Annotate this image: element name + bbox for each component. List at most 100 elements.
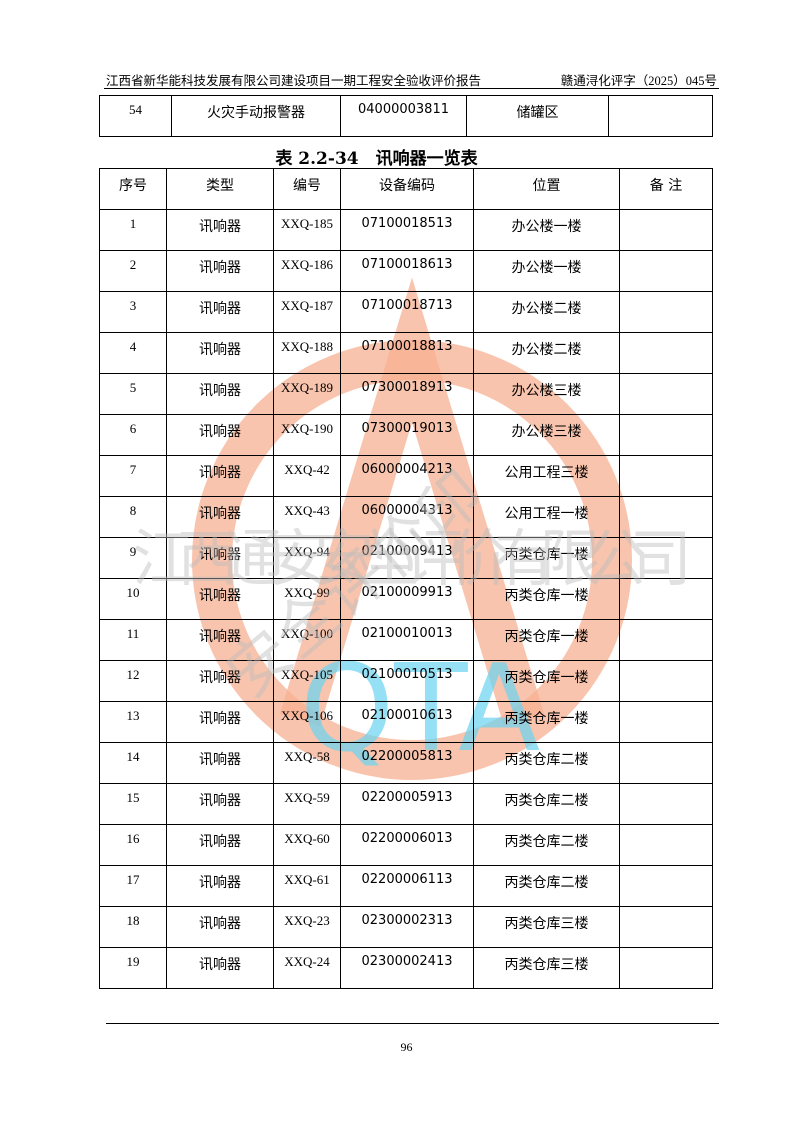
header-index: 序号 (99, 168, 167, 210)
cell-location: 储罐区 (466, 95, 609, 137)
cell-index: 6 (99, 414, 167, 456)
cell-index: 8 (99, 496, 167, 538)
table-row: 10 讯响器 XXQ-99 02100009913 丙类仓库一楼 (99, 578, 713, 620)
table-row: 13 讯响器 XXQ-106 02100010613 丙类仓库一楼 (99, 701, 713, 743)
cell-location: 丙类仓库二楼 (473, 824, 620, 866)
cell-index: 11 (99, 619, 167, 661)
cell-number: XXQ-100 (273, 619, 341, 661)
cell-type: 讯响器 (166, 660, 274, 702)
cell-type: 讯响器 (166, 742, 274, 784)
cell-location: 丙类仓库一楼 (473, 701, 620, 743)
cell-remark (619, 865, 713, 907)
cell-number: XXQ-58 (273, 742, 341, 784)
cell-remark (619, 496, 713, 538)
cell-remark (608, 95, 713, 137)
table-row: 12 讯响器 XXQ-105 02100010513 丙类仓库一楼 (99, 660, 713, 702)
cell-index: 12 (99, 660, 167, 702)
cell-index: 15 (99, 783, 167, 825)
cell-index: 5 (99, 373, 167, 415)
cell-number: XXQ-61 (273, 865, 341, 907)
cell-type: 讯响器 (166, 455, 274, 497)
cell-type: 讯响器 (166, 496, 274, 538)
cell-index: 13 (99, 701, 167, 743)
cell-device-code: 02100010613 (340, 701, 474, 743)
alarm-sounder-table: 序号 类型 编号 设备编码 位置备 注 1 讯响器 XXQ-185 07100018513 办公楼… (99, 168, 713, 989)
cell-device-code: 02200005913 (340, 783, 474, 825)
header-divider (104, 88, 719, 89)
cell-device-code: 02200006013 (340, 824, 474, 866)
cell-number: XXQ-105 (273, 660, 341, 702)
cell-type: 讯响器 (166, 209, 274, 251)
cell-remark (619, 824, 713, 866)
cell-type: 讯响器 (166, 250, 274, 292)
cell-index: 17 (99, 865, 167, 907)
cell-device-code: 07100018713 (340, 291, 474, 333)
page-number: 96 (400, 1040, 413, 1054)
table-row: 8 讯响器 XXQ-43 06000004313 公用工程一楼 (99, 496, 713, 538)
header-device-code: 设备编码 (340, 168, 474, 210)
cell-device-code: 06000004213 (340, 455, 474, 497)
cell-remark (619, 660, 713, 702)
table-row: 7 讯响器 XXQ-42 06000004213 公用工程三楼 (99, 455, 713, 497)
cell-number: XXQ-188 (273, 332, 341, 374)
table-row: 3 讯响器 XXQ-187 07100018713 办公楼二楼 (99, 291, 713, 333)
cell-number: XXQ-99 (273, 578, 341, 620)
cell-index: 7 (99, 455, 167, 497)
cell-location: 办公楼三楼 (473, 414, 620, 456)
cell-remark (619, 947, 713, 989)
table-row: 1 讯响器 XXQ-185 07100018513 办公楼一楼 (99, 209, 713, 251)
table-row: 16 讯响器 XXQ-60 02200006013 丙类仓库二楼 (99, 824, 713, 866)
cell-index: 19 (99, 947, 167, 989)
cell-remark (619, 783, 713, 825)
header-report-title: 江西省新华能科技发展有限公司建设项目一期工程安全验收评价报告 (106, 73, 482, 88)
cell-device-code: 07100018813 (340, 332, 474, 374)
cell-remark (619, 578, 713, 620)
footer-divider (106, 1023, 719, 1024)
table-row: 19 讯响器 XXQ-24 02300002413 丙类仓库三楼 (99, 947, 713, 989)
cell-device-code: 02200005813 (340, 742, 474, 784)
table-row: 6 讯响器 XXQ-190 07300019013 办公楼三楼 (99, 414, 713, 456)
table-row: 4 讯响器 XXQ-188 07100018813 办公楼二楼 (99, 332, 713, 374)
cell-remark (619, 332, 713, 374)
cell-location: 办公楼二楼 (473, 291, 620, 333)
cell-type: 讯响器 (166, 783, 274, 825)
cell-location: 办公楼二楼 (473, 332, 620, 374)
previous-table-continuation: 54 火灾手动报警器 04000003811 储罐区 (99, 95, 713, 137)
cell-device-code: 02300002313 (340, 906, 474, 948)
cell-remark (619, 742, 713, 784)
cell-index: 16 (99, 824, 167, 866)
table-caption: 表 2.2-34 讯响器一览表 (275, 149, 478, 169)
cell-location: 丙类仓库三楼 (473, 906, 620, 948)
cell-remark (619, 373, 713, 415)
cell-code: 04000003811 (340, 95, 467, 137)
cell-location: 办公楼三楼 (473, 373, 620, 415)
cell-index: 2 (99, 250, 167, 292)
table-row: 9 讯响器 XXQ-94 02100009413 丙类仓库一楼 (99, 537, 713, 579)
header-remark: 备 注 (619, 168, 713, 210)
cell-device-code: 07100018613 (340, 250, 474, 292)
cell-type: 讯响器 (166, 291, 274, 333)
cell-device-code: 02300002413 (340, 947, 474, 989)
cell-type: 讯响器 (166, 906, 274, 948)
cell-number: XXQ-106 (273, 701, 341, 743)
cell-number: XXQ-185 (273, 209, 341, 251)
cell-remark (619, 455, 713, 497)
cell-location: 办公楼一楼 (473, 209, 620, 251)
cell-location: 公用工程三楼 (473, 455, 620, 497)
cell-location: 丙类仓库二楼 (473, 783, 620, 825)
table-row: 14 讯响器 XXQ-58 02200005813 丙类仓库二楼 (99, 742, 713, 784)
table-row: 11 讯响器 XXQ-100 02100010013 丙类仓库一楼 (99, 619, 713, 661)
header-report-number: 赣通浔化评字（2025）045号 (560, 74, 717, 88)
cell-index: 1 (99, 209, 167, 251)
cell-location: 丙类仓库一楼 (473, 537, 620, 579)
cell-type: 火灾手动报警器 (171, 95, 341, 137)
cell-remark (619, 250, 713, 292)
cell-remark (619, 619, 713, 661)
cell-type: 讯响器 (166, 373, 274, 415)
cell-remark (619, 414, 713, 456)
cell-number: XXQ-43 (273, 496, 341, 538)
cell-location: 丙类仓库三楼 (473, 947, 620, 989)
cell-type: 讯响器 (166, 619, 274, 661)
table-row: 54 火灾手动报警器 04000003811 储罐区 (99, 95, 713, 137)
